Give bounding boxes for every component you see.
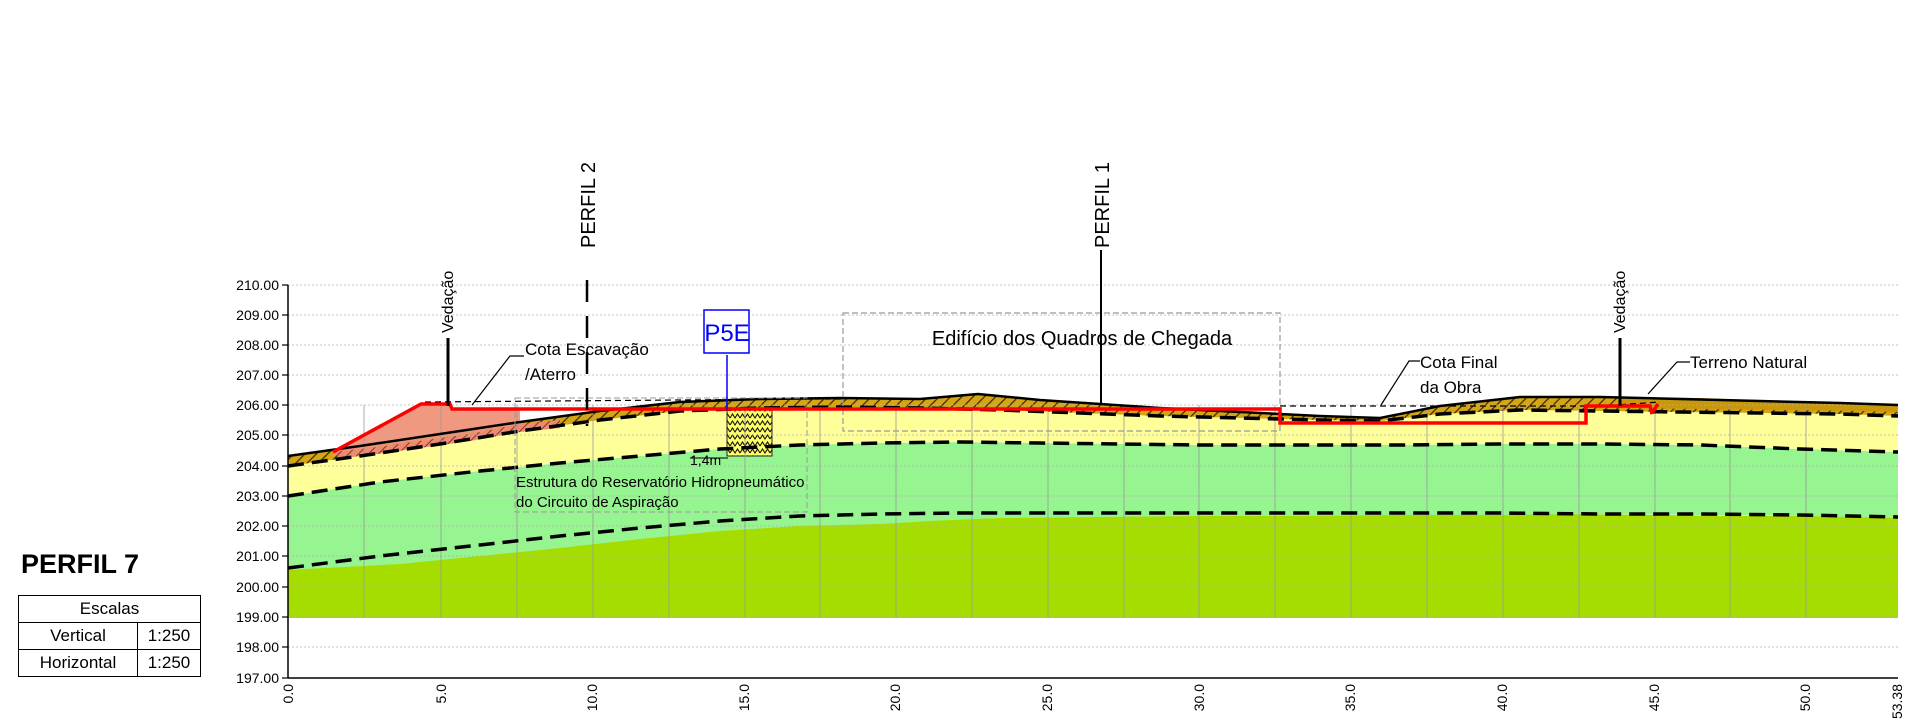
p5e-box (703, 309, 750, 354)
y-tick: 205.00 (236, 427, 279, 443)
scale-horizontal-value: 1:250 (137, 649, 201, 677)
x-tick: 35.0 (1342, 684, 1358, 711)
green-layer (288, 442, 1898, 570)
p5e-label: P5E (704, 320, 749, 347)
y-tick: 202.00 (236, 518, 279, 534)
vedacao-right-label: Vedação (1612, 271, 1629, 333)
fill-hatch (333, 420, 560, 458)
y-tick: 209.00 (236, 307, 279, 323)
x-tick: 20.0 (887, 684, 903, 711)
boundary-topsoil-base (287, 405, 1899, 468)
building-outline (842, 312, 1281, 432)
y-tick: 206.00 (236, 397, 279, 413)
y-tick: 208.00 (236, 337, 279, 353)
layer-boundaries (287, 405, 1899, 570)
y-tick: 203.00 (236, 488, 279, 504)
y-tick: 201.00 (236, 548, 279, 564)
scales-table: Escalas Vertical 1:250 Horizontal 1:250 (18, 595, 201, 677)
y-tick: 207.00 (236, 367, 279, 383)
x-tick: 15.0 (736, 684, 752, 711)
y-tick: 198.00 (236, 639, 279, 655)
y-tick: 204.00 (236, 458, 279, 474)
x-tick: 10.0 (584, 684, 600, 711)
y-tick: 197.00 (236, 670, 279, 686)
cota-escavacao-label-2: /Aterro (525, 365, 576, 384)
x-tick: 40.0 (1494, 684, 1510, 711)
yellow-layer (288, 407, 1898, 496)
estrutura-label-2: do Circuito de Aspiração (516, 494, 679, 511)
x-tick-labels: 0.0 5.0 10.0 15.0 20.0 25.0 30.0 35.0 40… (280, 684, 1905, 719)
vedacao-left-label: Vedação (440, 271, 457, 333)
grid-horizontal (288, 284, 1898, 648)
perfil-1-label: PERFIL 1 (1092, 162, 1114, 248)
x-tick: 45.0 (1646, 684, 1662, 711)
profile-title: PERFIL 7 (21, 549, 140, 579)
y-axis-ticks (282, 284, 288, 679)
axes (287, 285, 1898, 679)
y-tick: 210.00 (236, 277, 279, 293)
cota-final-dashed (424, 398, 843, 403)
dimension-label: 1,4m (690, 452, 721, 468)
boundary-yellow-green (287, 440, 1899, 498)
cota-escavacao-label-1: Cota Escavação (525, 340, 649, 359)
y-tick-labels: 210.00 209.00 208.00 207.00 206.00 205.0… (236, 277, 279, 686)
boundary-green-base (287, 511, 1899, 570)
x-tick: 53.38 (1889, 684, 1905, 719)
scale-vertical-value: 1:250 (137, 622, 201, 650)
terreno-natural-label: Terreno Natural (1690, 353, 1807, 372)
scales-header: Escalas (18, 595, 201, 623)
topsoil-solid (1620, 397, 1898, 412)
x-tick: 50.0 (1797, 684, 1813, 711)
design-line (332, 402, 1660, 454)
x-tick: 25.0 (1039, 684, 1055, 711)
perfil-2-label: PERFIL 2 (578, 162, 600, 248)
structure-outline (514, 397, 808, 513)
y-tick: 199.00 (236, 609, 279, 625)
scale-horizontal-label: Horizontal (18, 649, 138, 677)
x-tick: 0.0 (280, 684, 296, 704)
estrutura-label-1: Estrutura do Reservatório Hidropneumátic… (516, 474, 804, 491)
x-tick: 30.0 (1191, 684, 1207, 711)
edificio-label: Edifício dos Quadros de Chegada (932, 328, 1233, 350)
y-tick: 200.00 (236, 579, 279, 595)
cota-final-label-2: da Obra (1420, 378, 1482, 397)
x-tick: 5.0 (433, 684, 449, 704)
scale-vertical-label: Vertical (18, 622, 138, 650)
cota-final-label-1: Cota Final (1420, 353, 1497, 372)
